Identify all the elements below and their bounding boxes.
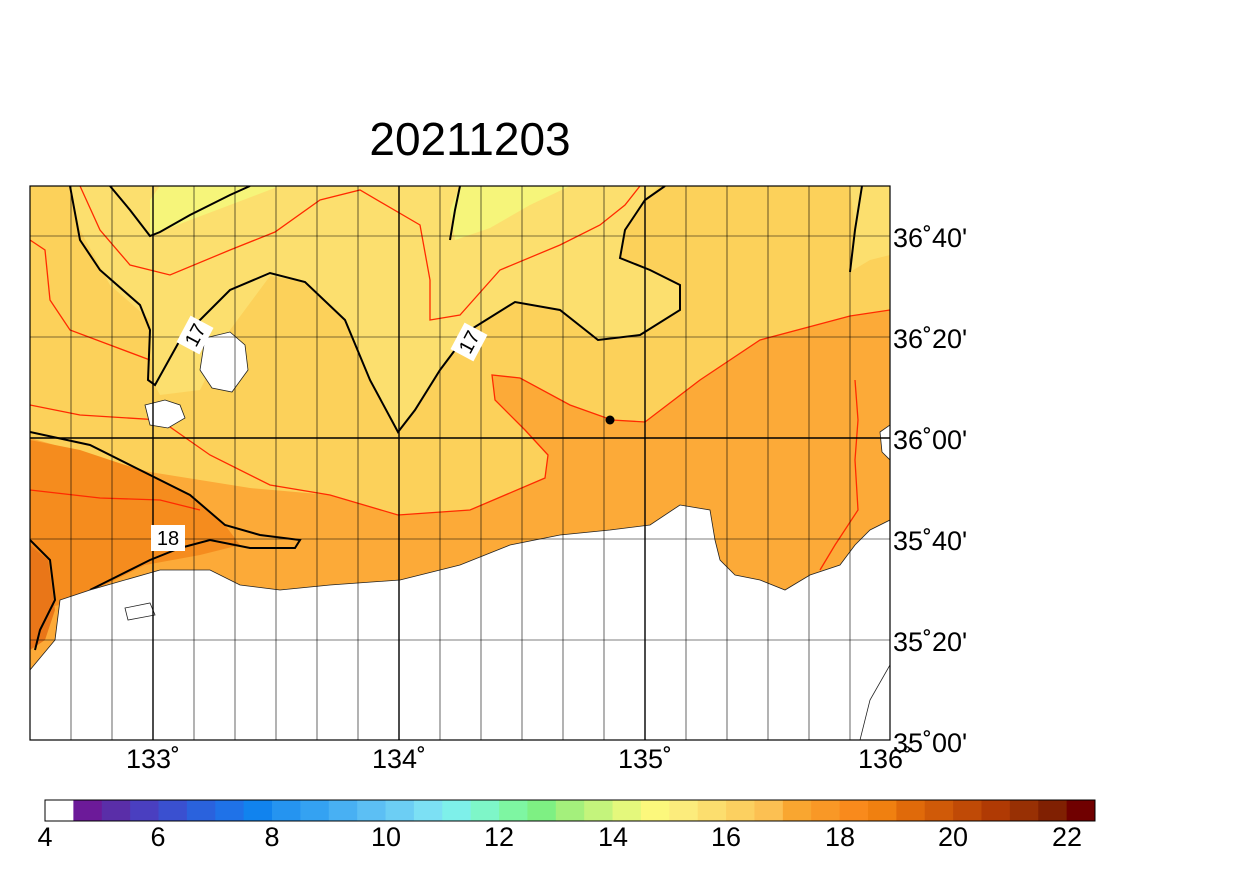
colorbar-swatch (300, 800, 330, 821)
colorbar-swatch (754, 800, 784, 821)
sst-field (30, 186, 890, 740)
lat-label: 35˚40' (893, 526, 967, 556)
sst-band-16-17-west (30, 186, 680, 432)
colorbar-tick-label: 20 (938, 822, 968, 852)
colorbar (44, 799, 1096, 822)
colorbar-tick-label: 14 (598, 822, 628, 852)
colorbar-swatch (130, 800, 160, 821)
contour-label-text: 18 (157, 528, 179, 550)
sst-band-15-16-northcenter (450, 186, 570, 240)
colorbar-swatch (186, 800, 216, 821)
map-frame (29, 185, 891, 741)
contour-label-2: 17 (450, 322, 488, 362)
station-marker (605, 415, 615, 425)
colorbar-swatch (442, 800, 472, 821)
land-oki-island (199, 331, 249, 393)
sst-band-20-plus (30, 545, 55, 650)
colorbar-swatch (924, 800, 954, 821)
colorbar-swatch (385, 800, 415, 821)
colorbar-frame (44, 799, 1096, 822)
map-title: 20211203 (369, 113, 571, 165)
lon-label: 134˚ (372, 744, 426, 774)
colorbar-swatch (243, 800, 273, 821)
sst-band-16-17-northwest-wedge (30, 186, 152, 320)
colorbar-swatch (158, 800, 188, 821)
colorbar-swatch (73, 800, 103, 821)
colorbar-tick-label: 8 (264, 822, 279, 852)
red-contours (30, 186, 890, 571)
land-east-tip (879, 424, 890, 461)
contour-label-3: 18 (151, 525, 185, 551)
colorbar-swatch (953, 800, 982, 821)
lon-label: 136˚ (858, 744, 912, 774)
colorbar-swatch (811, 800, 841, 821)
colorbar-swatch (896, 800, 926, 821)
colorbar-swatch (555, 800, 585, 821)
colorbar-swatch (640, 800, 670, 821)
latitude-labels: 36˚40' 36˚20' 36˚00' 35˚40' 35˚20' 35˚00… (893, 223, 967, 758)
lat-label: 36˚40' (893, 223, 967, 253)
colorbar-swatch (1009, 800, 1039, 821)
colorbar-swatch (470, 800, 500, 821)
land-shimane-islet (124, 602, 156, 621)
colorbar-swatch (981, 800, 1011, 821)
colorbar-tick-label: 22 (1052, 822, 1082, 852)
colorbar-swatch (584, 800, 614, 821)
sst-band-15-16-north (150, 186, 280, 236)
graticule-major (30, 186, 890, 740)
colorbar-swatch (272, 800, 301, 821)
colorbar-swatch (697, 800, 727, 821)
colorbar-swatch (867, 800, 897, 821)
colorbar-swatch (499, 800, 528, 821)
colorbar-swatch (612, 800, 642, 821)
graticule-minor (30, 186, 890, 740)
lat-label: 36˚20' (893, 324, 967, 354)
contour-label-1: 17 (176, 315, 214, 355)
colorbar-tick-label: 6 (150, 822, 165, 852)
colorbar-swatch (782, 800, 812, 821)
lon-label: 133˚ (126, 744, 180, 774)
colorbar-tick-label: 4 (37, 822, 52, 852)
lat-label: 35˚00' (893, 728, 967, 758)
sst-band-19-20 (30, 440, 240, 610)
colorbar-swatch (413, 800, 443, 821)
land-honshu (30, 504, 890, 740)
colorbar-swatch (527, 800, 557, 821)
colorbar-swatch (669, 800, 699, 821)
colorbar-swatch (45, 800, 74, 821)
land-oki-islets (144, 399, 186, 429)
colorbar-swatch (1066, 800, 1096, 821)
colorbar-swatch (357, 800, 387, 821)
lat-label: 35˚20' (893, 627, 967, 657)
colorbar-swatch (1038, 800, 1068, 821)
longitude-labels: 133˚ 134˚ 135˚ 136˚ (126, 744, 912, 774)
lat-label: 36˚00' (893, 425, 967, 455)
colorbar-swatch (839, 800, 869, 821)
lon-label: 135˚ (618, 744, 672, 774)
colorbar-swatch (215, 800, 245, 821)
sst-band-16-17-east (850, 186, 890, 272)
colorbar-tick-label: 12 (484, 822, 514, 852)
colorbar-swatch (328, 800, 358, 821)
colorbar-tick-labels: 4 6 8 10 12 14 16 18 20 22 (37, 822, 1082, 852)
colorbar-tick-label: 16 (711, 822, 741, 852)
colorbar-swatch (101, 800, 131, 821)
colorbar-tick-label: 10 (371, 822, 401, 852)
colorbar-swatch (726, 800, 755, 821)
colorbar-tick-label: 18 (825, 822, 855, 852)
land-peninsula-southeast (859, 664, 890, 740)
black-contours (30, 186, 863, 651)
